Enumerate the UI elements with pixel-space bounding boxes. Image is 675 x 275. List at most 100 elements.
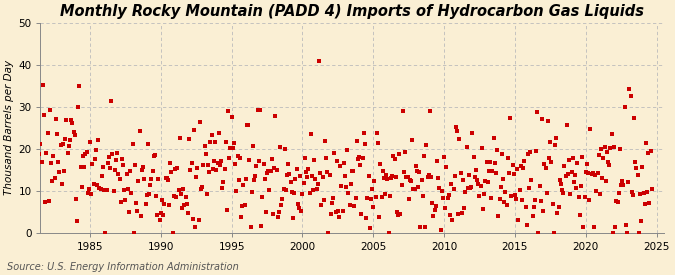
Point — [158, 213, 169, 217]
Point — [502, 203, 512, 207]
Point — [394, 152, 404, 156]
Point — [251, 164, 262, 168]
Point — [547, 202, 558, 206]
Point — [606, 132, 617, 137]
Point — [478, 207, 489, 211]
Point — [437, 196, 448, 200]
Point — [614, 147, 625, 152]
Point — [572, 161, 583, 165]
Point — [131, 201, 142, 205]
Point — [284, 172, 295, 176]
Point — [584, 198, 595, 203]
Point — [576, 155, 587, 160]
Point — [217, 186, 227, 190]
Point — [221, 208, 232, 212]
Point — [169, 167, 180, 171]
Point — [489, 161, 500, 165]
Point — [541, 191, 552, 195]
Point — [580, 170, 591, 175]
Point — [356, 212, 367, 217]
Point — [57, 142, 68, 146]
Point — [628, 192, 639, 197]
Point — [92, 183, 103, 187]
Point — [212, 161, 223, 166]
Point — [269, 166, 279, 170]
Point — [93, 138, 104, 142]
Point — [479, 192, 489, 197]
Point — [147, 169, 158, 173]
Point — [435, 228, 446, 232]
Point — [427, 201, 437, 206]
Point — [486, 196, 497, 201]
Point — [200, 152, 211, 156]
Point — [322, 169, 333, 174]
Point — [296, 209, 306, 213]
Point — [338, 208, 348, 213]
Point — [270, 114, 281, 118]
Point — [87, 161, 98, 166]
Point — [421, 143, 432, 147]
Point — [265, 169, 276, 174]
Point — [379, 176, 389, 180]
Point — [101, 188, 112, 192]
Point — [234, 156, 245, 160]
Point — [237, 204, 248, 209]
Point — [456, 211, 467, 216]
Point — [408, 187, 418, 191]
Point — [185, 167, 196, 172]
Point — [95, 187, 106, 192]
Point — [583, 171, 593, 175]
Point — [65, 118, 76, 123]
Point — [605, 146, 616, 151]
Point — [455, 171, 466, 175]
Point — [511, 196, 522, 201]
Point — [215, 163, 225, 168]
Point — [546, 160, 557, 164]
Point — [422, 174, 433, 179]
Point — [232, 154, 243, 158]
Point — [624, 87, 634, 92]
Point — [429, 207, 440, 212]
Point — [325, 211, 336, 216]
Point — [159, 202, 170, 206]
Point — [125, 169, 136, 173]
Point — [220, 140, 231, 145]
Point — [134, 128, 145, 133]
Point — [215, 159, 226, 163]
Point — [458, 178, 468, 183]
Point — [568, 180, 579, 184]
Point — [286, 190, 297, 194]
Point — [521, 223, 532, 227]
Point — [639, 202, 650, 206]
Point — [290, 177, 301, 182]
Point — [371, 131, 382, 136]
Point — [32, 113, 43, 117]
Point — [201, 192, 212, 196]
Point — [338, 161, 349, 166]
Point — [439, 155, 450, 159]
Point — [51, 116, 61, 121]
Point — [148, 153, 159, 158]
Point — [132, 209, 142, 213]
Point — [263, 169, 273, 174]
Point — [29, 152, 40, 156]
Point — [636, 219, 647, 223]
Point — [585, 126, 596, 131]
Point — [558, 191, 568, 196]
Point — [271, 168, 282, 172]
Point — [151, 194, 161, 198]
Point — [136, 214, 146, 218]
Point — [343, 191, 354, 195]
Point — [178, 187, 189, 191]
Point — [579, 195, 590, 199]
Point — [507, 163, 518, 167]
Point — [182, 202, 192, 206]
Point — [84, 187, 95, 192]
Point — [75, 164, 86, 169]
Point — [306, 174, 317, 178]
Point — [224, 156, 235, 160]
Point — [319, 198, 329, 202]
Point — [281, 173, 292, 177]
Point — [522, 152, 533, 156]
Point — [277, 197, 288, 202]
